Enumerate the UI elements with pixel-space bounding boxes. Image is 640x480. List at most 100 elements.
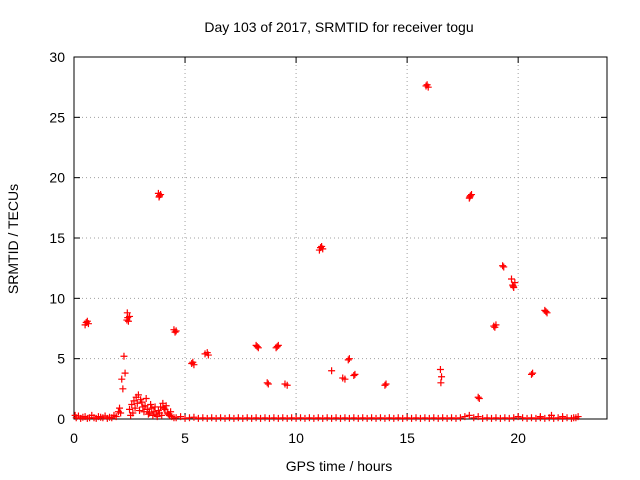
data-point-marker	[501, 414, 509, 422]
data-point-marker	[421, 414, 429, 422]
y-tick-label: 5	[57, 351, 65, 367]
data-point-marker	[434, 414, 442, 422]
data-point-marker	[456, 414, 464, 422]
data-point-marker	[523, 414, 531, 422]
data-point-marker	[314, 414, 322, 422]
data-point-marker	[381, 381, 389, 389]
data-point-marker	[127, 411, 135, 419]
data-point-marker	[430, 414, 438, 422]
data-point-marker	[505, 414, 513, 422]
data-point-marker	[120, 352, 128, 360]
data-point-marker	[350, 372, 358, 380]
data-point-marker	[297, 414, 305, 422]
data-point-marker	[341, 414, 349, 422]
y-tick-label: 0	[57, 411, 65, 427]
data-point-marker	[452, 414, 460, 422]
data-point-marker	[225, 414, 233, 422]
x-tick-label: 20	[510, 430, 526, 446]
data-point-marker	[119, 385, 127, 393]
data-point-marker	[217, 414, 225, 422]
data-point-marker	[143, 405, 151, 413]
data-point-marker	[425, 414, 433, 422]
data-point-marker	[253, 343, 261, 351]
data-point-marker	[394, 414, 402, 422]
data-point-marker	[563, 414, 571, 422]
data-point-marker	[155, 193, 163, 201]
data-point-marker	[194, 414, 202, 422]
data-point-marker	[354, 414, 362, 422]
data-point-marker	[559, 413, 567, 421]
grid-layer	[74, 57, 607, 419]
data-point-marker	[474, 393, 482, 401]
plot-frame	[73, 56, 608, 420]
data-point-marker	[148, 404, 156, 412]
data-point-marker	[508, 275, 516, 283]
data-point-marker	[509, 282, 517, 290]
x-tick-label: 5	[181, 430, 189, 446]
data-point-marker	[221, 414, 229, 422]
data-point-marker	[466, 192, 474, 200]
data-point-marker	[368, 414, 376, 422]
data-point-marker	[112, 413, 120, 421]
data-point-marker	[382, 380, 390, 388]
data-point-marker	[274, 414, 282, 422]
chart-title: Day 103 of 2017, SRMTID for receiver tog…	[204, 19, 473, 35]
data-point-marker	[547, 411, 555, 419]
data-point-marker	[212, 414, 220, 422]
data-point-marker	[204, 351, 212, 359]
data-point-marker	[529, 369, 537, 377]
x-tick-label: 15	[399, 430, 415, 446]
data-point-marker	[554, 414, 562, 422]
data-point-marker	[511, 279, 519, 287]
data-point-marker	[350, 414, 358, 422]
data-point-marker	[570, 414, 578, 422]
data-point-marker	[359, 414, 367, 422]
x-tick-label: 0	[70, 430, 78, 446]
data-point-marker	[483, 414, 491, 422]
data-point-marker	[376, 414, 384, 422]
data-point-marker	[161, 405, 169, 413]
data-point-marker	[319, 414, 327, 422]
data-point-marker	[124, 317, 132, 325]
data-point-marker	[126, 312, 134, 320]
data-point-marker	[189, 358, 197, 366]
data-point-marker	[332, 414, 340, 422]
data-point-marker	[461, 413, 469, 421]
data-point-marker	[403, 414, 411, 422]
data-point-marker	[128, 401, 136, 409]
data-point-marker	[274, 341, 282, 349]
data-point-marker	[172, 414, 180, 422]
data-point-marker	[257, 414, 265, 422]
data-point-marker	[167, 408, 175, 416]
data-point-marker	[138, 398, 146, 406]
data-point-marker	[443, 414, 451, 422]
data-point-marker	[121, 369, 129, 377]
x-axis-label: GPS time / hours	[286, 458, 393, 474]
data-point-marker	[541, 414, 549, 422]
data-point-marker	[158, 411, 166, 419]
data-point-marker	[466, 193, 474, 201]
data-point-marker	[363, 414, 371, 422]
data-point-marker	[243, 414, 251, 422]
data-point-marker	[149, 411, 157, 419]
data-points	[71, 81, 582, 422]
data-point-marker	[319, 245, 327, 253]
data-point-marker	[527, 370, 535, 378]
data-point-marker	[126, 405, 134, 413]
data-point-marker	[465, 411, 473, 419]
data-point-marker	[341, 375, 349, 383]
data-point-marker	[208, 414, 216, 422]
data-point-marker	[438, 373, 446, 381]
data-point-marker	[345, 355, 353, 363]
y-axis-label: SRMTID / TECUs	[5, 184, 21, 294]
data-point-marker	[385, 414, 393, 422]
data-point-marker	[399, 414, 407, 422]
data-point-marker	[448, 414, 456, 422]
data-point-marker	[436, 366, 444, 374]
data-point-marker	[323, 414, 331, 422]
data-point-marker	[177, 413, 185, 421]
data-point-marker	[381, 414, 389, 422]
data-point-marker	[283, 414, 291, 422]
data-point-marker	[283, 381, 291, 389]
data-point-marker	[500, 263, 508, 271]
